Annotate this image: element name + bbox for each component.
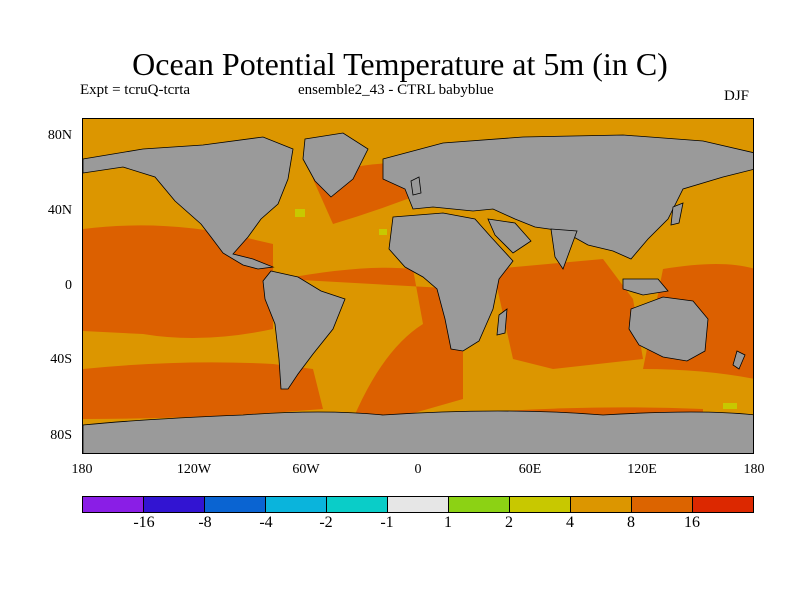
experiment-label: Expt = tcruQ-tcrta: [80, 82, 191, 98]
colorbar-label: -1: [380, 514, 394, 531]
colorbar-segment: [571, 497, 632, 512]
lon-tick-120e: 120E: [627, 462, 657, 477]
lon-tick-180e: 180: [743, 462, 765, 477]
colorbar-label: 4: [566, 514, 574, 531]
colorbar-label: -2: [319, 514, 333, 531]
ensemble-label: ensemble2_43 - CTRL babyblue: [298, 82, 494, 98]
lon-tick-60e: 60E: [518, 462, 542, 477]
colorbar-segment: [144, 497, 205, 512]
colorbar-segment: [266, 497, 327, 512]
lat-tick-80n: 80N: [47, 128, 72, 143]
colorbar-segment: [510, 497, 571, 512]
colorbar: [82, 496, 754, 513]
land-masses: [83, 132, 753, 453]
colorbar-label: -8: [198, 514, 212, 531]
lon-tick-60w: 60W: [292, 462, 320, 477]
colorbar-segment: [632, 497, 693, 512]
lat-tick-0: 0: [65, 278, 72, 293]
colorbar-segment: [693, 497, 753, 512]
colorbar-segment: [205, 497, 266, 512]
colorbar-label: 16: [684, 514, 700, 531]
colorbar-label: 1: [444, 514, 452, 531]
lat-tick-40s: 40S: [50, 352, 72, 367]
map-title: Ocean Potential Temperature at 5m (in C): [132, 46, 668, 82]
colorbar-segment: [388, 497, 449, 512]
colorbar-label: -4: [259, 514, 273, 531]
colorbar-segment: [449, 497, 510, 512]
map-panel: [82, 118, 754, 454]
colorbar-segment: [83, 497, 144, 512]
colorbar-label: 8: [627, 514, 635, 531]
season-label: DJF: [724, 88, 750, 104]
colorbar-segment: [327, 497, 388, 512]
lon-tick-0: 0: [414, 462, 422, 477]
colorbar-label: -16: [133, 514, 155, 531]
map-canvas: [83, 119, 753, 453]
lat-tick-40n: 40N: [47, 203, 72, 218]
lat-tick-80s: 80S: [50, 428, 72, 443]
lon-tick-180w: 180: [71, 462, 93, 477]
colorbar-label: 2: [505, 514, 513, 531]
lon-tick-120w: 120W: [176, 462, 212, 477]
